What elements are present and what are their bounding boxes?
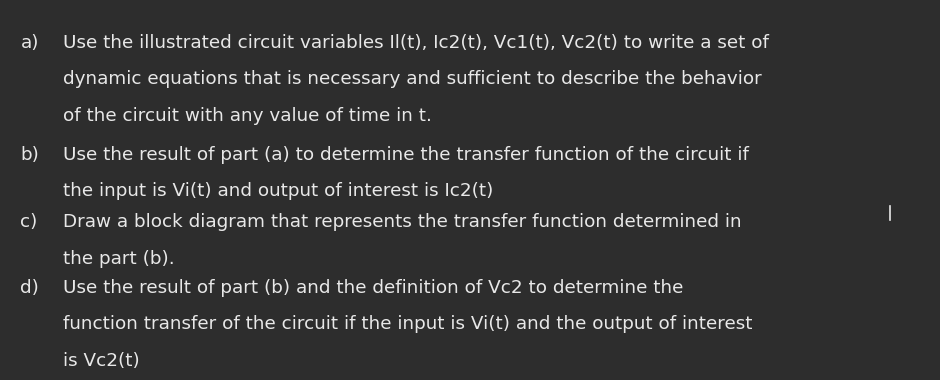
Text: c): c) (21, 214, 38, 231)
Text: a): a) (21, 34, 39, 52)
Text: the part (b).: the part (b). (63, 250, 175, 268)
Text: Draw a block diagram that represents the transfer function determined in: Draw a block diagram that represents the… (63, 214, 742, 231)
Text: of the circuit with any value of time in t.: of the circuit with any value of time in… (63, 107, 431, 125)
Text: function transfer of the circuit if the input is Vi(t) and the output of interes: function transfer of the circuit if the … (63, 315, 752, 333)
Text: Use the result of part (a) to determine the transfer function of the circuit if: Use the result of part (a) to determine … (63, 146, 748, 164)
Text: dynamic equations that is necessary and sufficient to describe the behavior: dynamic equations that is necessary and … (63, 70, 761, 88)
Text: b): b) (21, 146, 39, 164)
Text: Use the illustrated circuit variables Il(t), Ic2(t), Vc1(t), Vc2(t) to write a s: Use the illustrated circuit variables Il… (63, 34, 769, 52)
Text: the input is Vi(t) and output of interest is Ic2(t): the input is Vi(t) and output of interes… (63, 182, 494, 200)
Text: Use the result of part (b) and the definition of Vc2 to determine the: Use the result of part (b) and the defin… (63, 279, 683, 297)
Text: d): d) (21, 279, 39, 297)
Text: is Vc2(t): is Vc2(t) (63, 352, 139, 370)
